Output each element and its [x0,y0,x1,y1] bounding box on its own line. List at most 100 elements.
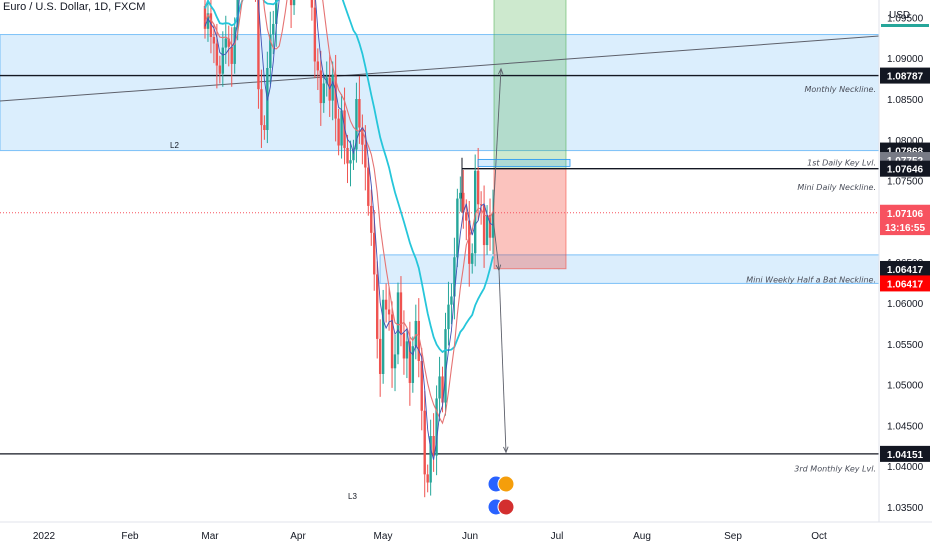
candle-body [224,38,227,48]
candle-body [289,0,293,6]
candle-body [405,341,409,359]
candle-body [319,70,322,104]
candle-body [313,7,317,62]
candle-body [269,34,272,68]
candle-body [292,0,296,6]
candle-body [346,147,349,164]
price-badge-label: 1.07106 [887,209,924,220]
price-badge-label: 1.07646 [887,165,924,176]
candle-body [215,43,219,66]
y-tick-label: 1.03500 [887,503,924,514]
candle-body [233,27,236,64]
price-badge [880,160,930,177]
candle-body [423,410,426,475]
x-tick-label: Sep [724,531,742,542]
price-badge [880,260,930,277]
x-tick-label: Aug [633,531,651,542]
candle-body [399,292,403,334]
x-tick-label: Mar [201,531,219,542]
candle-body [479,204,483,206]
candle-body [349,160,352,164]
price-badge-label: 1.08787 [887,72,924,83]
candle-body [373,232,376,275]
candle-body [468,220,471,264]
candle-body [453,257,456,297]
candle-body [378,338,382,374]
candle-body [322,83,325,104]
candle-body [370,205,373,233]
key-level-label: 3rd Monthly Key Lvl. [794,465,876,474]
up-projection-arrow-head [497,67,504,75]
candle-body [444,329,447,403]
up-projection-arrow [492,68,502,218]
candle-body [355,99,358,150]
y-tick-label: 1.09000 [887,54,924,65]
candle-body [411,346,415,383]
candle-body [408,341,412,383]
candle-body [340,110,343,146]
y-tick-label: 1.08000 [887,136,924,147]
candle-body [456,198,459,258]
candle-body [471,253,474,264]
candle-body [218,65,222,74]
ema-slow-line [204,0,494,354]
price-badge [880,445,930,462]
candle-body [396,292,400,355]
price-badge [880,219,930,236]
candle-body [426,474,429,483]
key-level-label: Mini Weekly Half a Bat Neckline. [746,275,876,284]
y-tick-label: 1.08500 [887,95,924,106]
down-projection-arrow [498,270,507,453]
candle-body [212,36,216,44]
candle-body [381,299,385,374]
candle-body [390,314,394,369]
monthly-zone [0,34,880,152]
candle-body [203,5,207,29]
stop-zone [493,168,567,270]
candle-body [272,23,275,35]
ema-fast-line [204,0,494,460]
candle-body [275,0,278,24]
symbol-title: Euro / U.S. Dollar, 1D, FXCM [3,1,146,13]
price-badge [880,275,930,292]
x-tick-label: Oct [811,531,827,542]
price-badge-label: 1.04151 [887,450,924,461]
candle-body [387,309,391,315]
short-projection-arrow [492,217,500,271]
candle-body [352,149,355,161]
candle-body [438,376,441,399]
candle-body [257,0,260,90]
time-axis-bg [0,522,932,550]
price-badge [880,204,930,221]
y-tick-label: 1.07500 [887,177,924,188]
candle-body [441,376,444,403]
currency-indicator [881,24,929,27]
candle-body [482,205,486,246]
point-label: L3 [348,492,357,501]
point-label: L2 [170,141,179,150]
candle-body [432,436,435,456]
candle-body [476,170,480,205]
key-level-label: Mini Daily Neckline. [797,183,876,192]
candle-body [331,74,334,101]
x-tick-label: Apr [290,531,306,542]
candle-body [364,144,367,168]
target-zone [493,0,567,170]
candle-body [384,299,388,310]
candle-body [420,360,423,411]
candle-body [402,333,406,359]
price-badge-label: 1.06417 [887,279,924,290]
x-tick-label: Jul [551,531,564,542]
candle-body [227,38,230,47]
y-tick-label: 1.05000 [887,381,924,392]
currency-label: USD [889,10,910,21]
ema-mid-line [204,0,494,425]
y-tick-label: 1.05500 [887,340,924,351]
y-tick-label: 1.06000 [887,299,924,310]
candle-body [485,214,489,246]
candle-body [429,436,432,483]
x-tick-label: May [374,531,393,542]
price-badge-label: 13:16:55 [885,223,925,234]
